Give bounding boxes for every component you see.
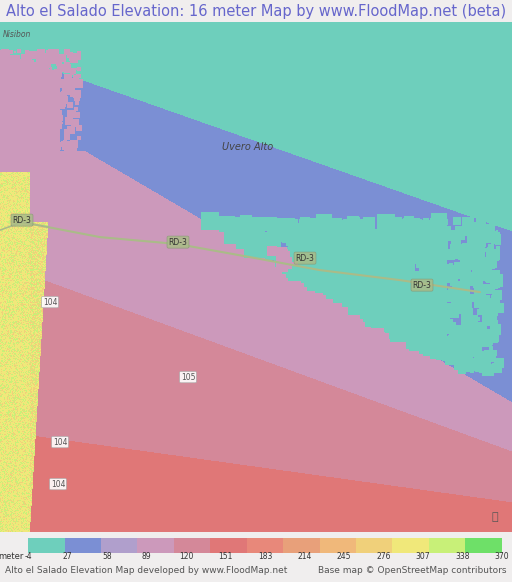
Bar [65, 538, 101, 553]
Bar [247, 538, 283, 553]
Text: 120: 120 [179, 552, 193, 561]
Text: -4: -4 [25, 552, 32, 561]
Bar [465, 538, 502, 553]
Text: RD-3: RD-3 [13, 215, 31, 225]
Bar [393, 538, 429, 553]
Text: Uvero Alto: Uvero Alto [222, 142, 273, 152]
Text: 104: 104 [51, 480, 65, 489]
Bar [210, 538, 247, 553]
Text: Alto el Salado Elevation: 16 meter Map by www.FloodMap.net (beta): Alto el Salado Elevation: 16 meter Map b… [6, 3, 506, 19]
Text: RD-3: RD-3 [168, 237, 187, 247]
Text: 276: 276 [376, 552, 391, 561]
Text: 89: 89 [142, 552, 152, 561]
Text: 🔍: 🔍 [492, 512, 498, 522]
Text: 27: 27 [63, 552, 72, 561]
Text: 245: 245 [337, 552, 351, 561]
Text: 370: 370 [495, 552, 509, 561]
Text: 307: 307 [416, 552, 430, 561]
Text: Alto el Salado Elevation Map developed by www.FloodMap.net: Alto el Salado Elevation Map developed b… [5, 566, 287, 576]
Text: 338: 338 [455, 552, 470, 561]
Text: 151: 151 [218, 552, 232, 561]
Text: 104: 104 [42, 297, 57, 307]
Bar [429, 538, 465, 553]
Text: RD-3: RD-3 [295, 254, 314, 262]
Bar [137, 538, 174, 553]
Bar [319, 538, 356, 553]
Bar [283, 538, 319, 553]
Text: Base map © OpenStreetMap contributors: Base map © OpenStreetMap contributors [318, 566, 507, 576]
Text: 104: 104 [53, 438, 67, 446]
Bar [101, 538, 137, 553]
Text: RD-3: RD-3 [413, 281, 432, 290]
Text: 105: 105 [181, 372, 195, 382]
Text: Nisibon: Nisibon [3, 30, 31, 39]
Text: 58: 58 [102, 552, 112, 561]
Bar [356, 538, 393, 553]
Bar [28, 538, 65, 553]
Text: 214: 214 [297, 552, 312, 561]
Text: 183: 183 [258, 552, 272, 561]
Text: meter: meter [0, 552, 24, 561]
Bar [174, 538, 210, 553]
